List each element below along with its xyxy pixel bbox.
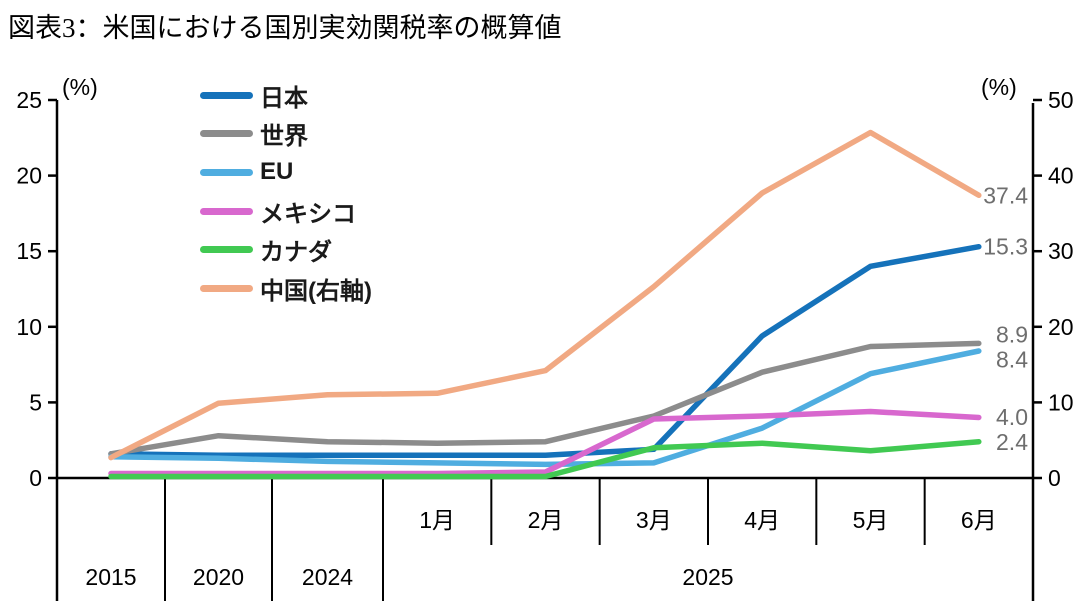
legend-label-eu: EU xyxy=(260,158,294,186)
series-line-0 xyxy=(108,243,982,459)
legend-label-japan: 日本 xyxy=(260,84,308,112)
legend-item-canada: カナダ xyxy=(200,230,372,269)
series-end-value-label: 2.4 xyxy=(996,429,1028,455)
right-axis-tick-label: 30 xyxy=(1048,238,1074,264)
legend-item-mexico: メキシコ xyxy=(200,192,372,231)
right-axis-tick-label: 20 xyxy=(1048,314,1074,340)
legend-item-eu: EU xyxy=(200,153,372,192)
right-axis-tick-label: 40 xyxy=(1048,163,1074,189)
series-end-value-label: 8.9 xyxy=(996,322,1028,348)
right-axis-tick-label: 0 xyxy=(1048,465,1061,491)
legend-swatch-canada xyxy=(200,246,253,254)
right-axis-tick-label: 10 xyxy=(1048,389,1074,415)
series-end-value-label: 8.4 xyxy=(996,347,1028,373)
chart-title: 図表3：米国における国別実効関税率の概算値 xyxy=(8,13,562,43)
legend-label-china: 中国(右軸) xyxy=(260,277,372,305)
month-label: 6月 xyxy=(961,507,997,533)
legend-swatch-eu xyxy=(200,168,253,176)
left-axis-tick-label: 20 xyxy=(16,163,42,189)
year-label: 2025 xyxy=(682,564,733,590)
left-axis-unit-label: (%) xyxy=(62,74,98,100)
series-end-value-label: 37.4 xyxy=(983,182,1028,208)
right-axis-tick-label: 50 xyxy=(1048,87,1074,113)
month-label: 3月 xyxy=(636,507,672,533)
left-axis-tick-label: 5 xyxy=(29,389,42,415)
series-line-2 xyxy=(108,348,982,468)
series-end-value-label: 15.3 xyxy=(983,234,1028,260)
left-axis-tick-label: 10 xyxy=(16,314,42,340)
legend-label-canada: カナダ xyxy=(260,239,332,267)
legend-swatch-china xyxy=(200,284,253,292)
series-line-4 xyxy=(108,438,982,480)
month-label: 5月 xyxy=(853,507,889,533)
month-label: 2月 xyxy=(528,507,564,533)
legend-label-mexico: メキシコ xyxy=(260,200,356,228)
month-label: 1月 xyxy=(419,507,455,533)
year-label: 2015 xyxy=(85,564,136,590)
legend-swatch-japan xyxy=(200,91,253,99)
left-axis-tick-label: 25 xyxy=(16,87,42,113)
legend-item-japan: 日本 xyxy=(200,76,372,115)
series-end-value-label: 4.0 xyxy=(996,404,1028,430)
legend-item-world: 世界 xyxy=(200,115,372,154)
year-label: 2024 xyxy=(302,564,353,590)
left-axis-tick-label: 0 xyxy=(29,465,42,491)
series-line-5 xyxy=(108,129,982,461)
legend-swatch-mexico xyxy=(200,207,253,215)
legend-item-china: 中国(右軸) xyxy=(200,269,372,308)
legend-swatch-world xyxy=(200,130,253,138)
series-line-1 xyxy=(108,340,982,457)
series-line-3 xyxy=(108,408,982,477)
chart-legend: 日本 世界 EU メキシコ カナダ 中国(右軸) xyxy=(200,76,372,308)
legend-label-world: 世界 xyxy=(260,123,308,151)
year-label: 2020 xyxy=(193,564,244,590)
right-axis-unit-label: (%) xyxy=(981,74,1017,100)
left-axis-tick-label: 15 xyxy=(16,238,42,264)
month-label: 4月 xyxy=(744,507,780,533)
